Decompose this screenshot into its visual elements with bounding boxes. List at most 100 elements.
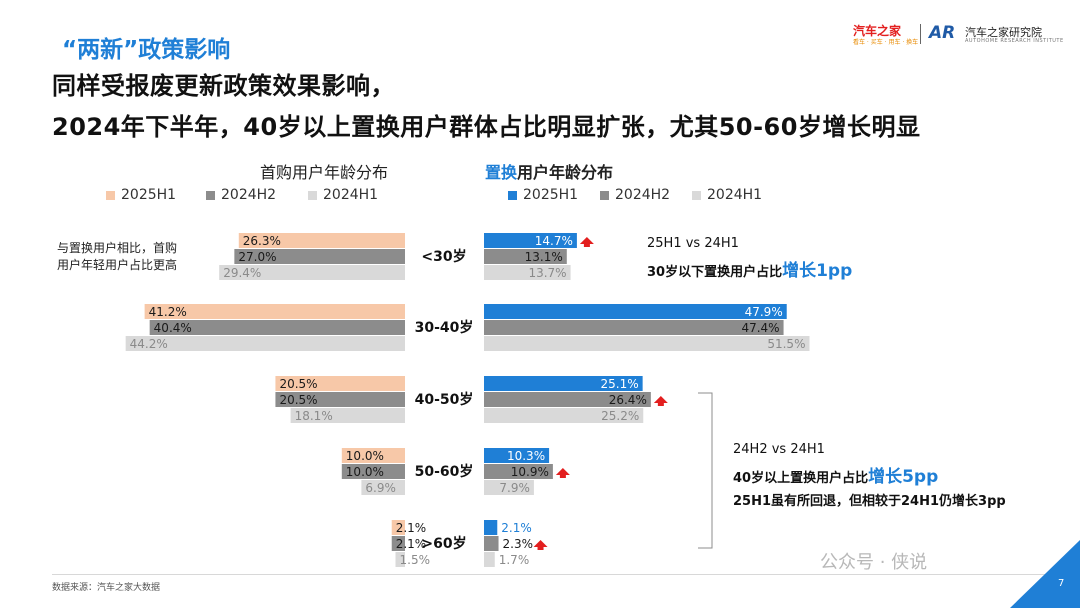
right-bar — [484, 336, 810, 351]
left-bar — [391, 536, 405, 551]
right-bar-label: 2.3% — [503, 537, 534, 551]
left-note-line-1: 与置换用户相比，首购 — [57, 241, 178, 255]
top-compare-label: 25H1 vs 24H1 — [647, 236, 739, 251]
right-bar — [484, 265, 571, 280]
headline-line-2: 2024年下半年，40岁以上置换用户群体占比明显扩张，尤其50-60岁增长明显 — [52, 113, 921, 141]
category-label: 30-40岁 — [415, 319, 474, 336]
legend-swatch — [508, 190, 517, 200]
right-bar — [484, 392, 651, 407]
right-bar — [484, 320, 784, 335]
top-insight: 30岁以下置换用户占比增长1pp — [647, 256, 852, 281]
legend-label: 2024H2 — [221, 187, 277, 203]
corner-decoration — [1010, 540, 1080, 608]
left-bar — [391, 520, 405, 535]
page-number: 7 — [1058, 578, 1065, 589]
left-bar-label: 41.2% — [149, 305, 187, 319]
right-bar-label: 51.5% — [767, 337, 805, 351]
right-legend-2024h1: 2024H1 — [692, 187, 762, 203]
left-bar-label: 26.3% — [243, 234, 281, 248]
bottom-insight-highlight: 增长5pp — [868, 467, 939, 487]
left-bar-label: 20.5% — [279, 377, 317, 391]
right-bar-label: 25.1% — [601, 377, 639, 391]
left-legend-2025h1: 2025H1 — [106, 187, 176, 203]
right-bar-label: 2.1% — [501, 521, 531, 535]
institute-logo-text: 汽车之家研究院 — [965, 26, 1042, 39]
left-bar — [275, 392, 405, 407]
left-bar-label: 1.5% — [400, 553, 431, 567]
institute-logo-subtitle: AUTOHOME RESEARCH INSTITUTE — [965, 38, 1064, 44]
section-tag: “两新”政策影响 — [62, 37, 231, 63]
legend-label: 2024H1 — [707, 187, 763, 203]
top-insight-highlight: 增长1pp — [782, 261, 853, 281]
left-bar-label: 2.1% — [396, 537, 427, 551]
legend-swatch — [692, 190, 701, 200]
right-bar-label: 25.2% — [601, 409, 639, 423]
category-label: <30岁 — [421, 248, 466, 265]
left-bar-label: 29.4% — [223, 266, 261, 280]
autohome-logo-subtitle: 看车 · 买车 · 用车 · 换车 — [853, 39, 919, 46]
right-bar — [484, 376, 643, 391]
footer-divider — [52, 574, 1052, 575]
left-bar — [341, 448, 405, 463]
left-bar-label: 40.4% — [154, 321, 192, 335]
legend-swatch — [600, 190, 609, 200]
top-insight-text: 30岁以下置换用户占比 — [647, 265, 783, 280]
category-label: 40-50岁 — [415, 391, 474, 408]
up-arrow-icon — [533, 540, 548, 550]
right-bar — [484, 408, 644, 423]
left-bar — [341, 464, 405, 479]
left-bar — [144, 304, 405, 319]
right-bar-label: 10.9% — [511, 465, 549, 479]
data-source: 数据来源：汽车之家大数据 — [52, 583, 161, 593]
left-bar-label: 44.2% — [130, 337, 168, 351]
legend-label: 2024H2 — [615, 187, 671, 203]
left-bar — [234, 249, 405, 264]
logo-divider — [920, 24, 921, 44]
left-bar — [125, 336, 405, 351]
legend-label: 2024H1 — [323, 187, 379, 203]
right-bar-label: 14.7% — [535, 234, 573, 248]
category-label: >60岁 — [421, 535, 466, 552]
legend-label: 2025H1 — [121, 187, 177, 203]
right-bar — [484, 448, 550, 463]
left-bar — [361, 480, 405, 495]
left-legend-2024h1: 2024H1 — [308, 187, 378, 203]
right-bar-label: 13.7% — [528, 266, 566, 280]
category-label: 50-60岁 — [415, 463, 474, 480]
right-bar-label: 7.9% — [499, 481, 530, 495]
right-bar-label: 47.9% — [745, 305, 783, 319]
right-bar — [484, 552, 495, 567]
left-bar — [149, 320, 405, 335]
left-bar-label: 27.0% — [238, 250, 276, 264]
legend-swatch — [206, 190, 215, 200]
watermark: 公众号 · 侠说 — [820, 552, 928, 573]
bottom-insight: 40岁以上置换用户占比增长5pp — [733, 462, 938, 487]
brand-logo: 汽车之家 看车 · 买车 · 用车 · 换车 AR 汽车之家研究院 AUTOHO… — [853, 22, 1068, 48]
right-bar — [484, 249, 567, 264]
right-bar — [484, 480, 534, 495]
right-panel-title-accent: 置换 — [485, 163, 518, 182]
right-bar — [484, 233, 577, 248]
autohome-logo-text: 汽车之家 — [853, 24, 902, 38]
left-bar-label: 2.1% — [396, 521, 427, 535]
left-bar — [238, 233, 405, 248]
legend-swatch — [106, 190, 115, 200]
up-arrow-icon — [653, 396, 668, 406]
right-bar-label: 10.3% — [507, 449, 545, 463]
right-bar-label: 13.1% — [525, 250, 563, 264]
legend-label: 2025H1 — [523, 187, 579, 203]
bottom-insight-line-3: 25H1虽有所回退，但相较于24H1仍增长3pp — [733, 494, 1006, 509]
left-bar-label: 18.1% — [295, 409, 333, 423]
right-legend-2024h2: 2024H2 — [600, 187, 670, 203]
right-bar-label: 26.4% — [609, 393, 647, 407]
left-bar-label: 20.5% — [279, 393, 317, 407]
right-legend-2025h1: 2025H1 — [508, 187, 578, 203]
left-legend-2024h2: 2024H2 — [206, 187, 276, 203]
bracket — [698, 392, 713, 549]
right-panel-title-rest: 用户年龄分布 — [517, 163, 614, 182]
left-panel-title: 首购用户年龄分布 — [260, 163, 389, 182]
headline-line-1: 同样受报废更新政策效果影响， — [52, 72, 395, 100]
up-arrow-icon — [579, 237, 594, 247]
bottom-compare-label: 24H2 vs 24H1 — [733, 442, 825, 457]
